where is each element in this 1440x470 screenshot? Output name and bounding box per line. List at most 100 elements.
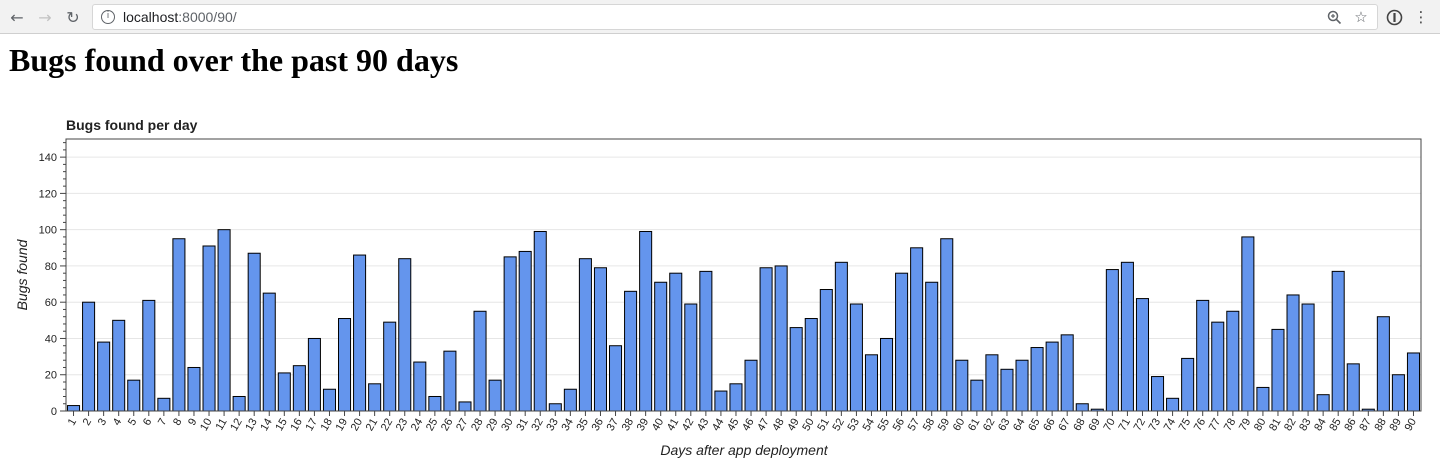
bar (1196, 299, 1210, 412)
x-tick-label: 78 (1222, 417, 1239, 434)
x-tick-label: 40 (650, 417, 667, 434)
menu-dots-icon[interactable]: ⋮ (1413, 8, 1429, 26)
bar (488, 379, 502, 412)
x-tick-label: 9 (186, 417, 199, 428)
bar (142, 299, 156, 412)
x-axis-label: Days after app deployment (660, 442, 828, 458)
x-tick-label: 47 (755, 417, 772, 434)
bar (1286, 294, 1300, 412)
x-tick-label: 61 (966, 417, 983, 434)
x-tick-label: 45 (725, 417, 742, 434)
x-tick-label: 65 (1026, 417, 1043, 434)
back-button[interactable]: ← (6, 6, 28, 28)
bar (1075, 403, 1089, 412)
x-tick-label: 49 (785, 417, 802, 434)
bar (368, 383, 382, 412)
x-tick-label: 22 (379, 417, 396, 434)
x-tick-label: 7 (156, 417, 169, 428)
x-tick-label: 5 (126, 417, 139, 428)
bar (277, 372, 291, 412)
x-tick-label: 30 (499, 417, 516, 434)
bar (82, 301, 96, 412)
info-icon[interactable]: i (101, 10, 115, 24)
bar (1060, 334, 1074, 412)
x-tick-label: 15 (273, 417, 290, 434)
x-tick-label: 58 (921, 417, 938, 434)
bar (910, 247, 924, 412)
x-tick-label: 72 (1132, 417, 1149, 434)
bar (202, 245, 216, 412)
extension-icon[interactable] (1383, 6, 1405, 28)
x-tick-label: 69 (1086, 417, 1103, 434)
x-tick-label: 39 (635, 417, 652, 434)
x-tick-label: 19 (334, 417, 351, 434)
x-tick-label: 18 (319, 417, 336, 434)
plot-frame (65, 138, 1422, 412)
bar (503, 256, 517, 412)
x-tick-label: 73 (1147, 417, 1164, 434)
x-tick-label: 56 (891, 417, 908, 434)
bar (1045, 341, 1059, 412)
x-tick-label: 6 (141, 417, 154, 428)
bar (157, 397, 171, 412)
bar (1181, 357, 1195, 412)
bar (1120, 261, 1134, 412)
chart-bars (67, 229, 1420, 412)
star-icon[interactable]: ☆ (1354, 8, 1368, 26)
url-text[interactable]: localhost:8000/90/ (123, 9, 237, 25)
x-tick-label: 35 (575, 417, 592, 434)
bar (1015, 359, 1029, 412)
x-tick-label: 70 (1101, 417, 1118, 434)
x-tick-label: 41 (665, 417, 682, 434)
bar (789, 327, 803, 412)
x-tick-label: 55 (876, 417, 893, 434)
browser-toolbar: ← → ↻ i localhost:8000/90/ ☆ ⋮ (0, 0, 1440, 34)
bar (639, 230, 653, 412)
x-tick-label: 86 (1342, 417, 1359, 434)
x-tick-label: 79 (1237, 417, 1254, 434)
x-tick-label: 87 (1357, 417, 1374, 434)
x-tick-label: 26 (439, 417, 456, 434)
x-tick-label: 11 (214, 417, 230, 433)
x-tick-label: 8 (171, 417, 184, 428)
bar (443, 350, 457, 412)
bar (97, 341, 111, 412)
bar (172, 238, 186, 412)
x-tick-label: 52 (830, 417, 847, 434)
x-tick-label: 89 (1388, 417, 1405, 434)
x-tick-label: 71 (1117, 417, 1134, 434)
y-tick-label: 100 (39, 225, 57, 237)
x-tick-label: 75 (1177, 417, 1194, 434)
bar (774, 265, 788, 412)
bar (1226, 310, 1240, 412)
x-tick-label: 16 (288, 417, 305, 434)
x-tick-label: 66 (1041, 417, 1058, 434)
bar (1391, 374, 1405, 412)
x-tick-label: 60 (951, 417, 968, 434)
x-tick-label: 83 (1297, 417, 1314, 434)
y-tick-label: 20 (45, 370, 57, 382)
bar (970, 379, 984, 412)
x-tick-label: 23 (394, 417, 411, 434)
bar (398, 258, 412, 412)
bar (1406, 352, 1420, 412)
arrow-right-icon: → (38, 7, 52, 27)
forward-button[interactable]: → (34, 6, 56, 28)
bar (247, 252, 261, 412)
x-tick-label: 3 (96, 417, 109, 428)
x-tick-label: 14 (258, 417, 275, 434)
y-axis-label: Bugs found (14, 238, 30, 310)
x-tick-label: 43 (695, 417, 712, 434)
address-bar[interactable]: i localhost:8000/90/ ☆ (92, 4, 1378, 30)
bar (834, 261, 848, 412)
url-host: localhost (123, 9, 179, 25)
x-tick-label: 21 (364, 417, 381, 434)
reload-button[interactable]: ↻ (62, 6, 84, 28)
y-tick-label: 40 (45, 333, 57, 345)
bar (804, 318, 818, 412)
zoom-icon[interactable] (1325, 8, 1343, 26)
x-tick-label: 59 (936, 417, 953, 434)
x-tick-label: 36 (590, 417, 607, 434)
bar (744, 359, 758, 412)
